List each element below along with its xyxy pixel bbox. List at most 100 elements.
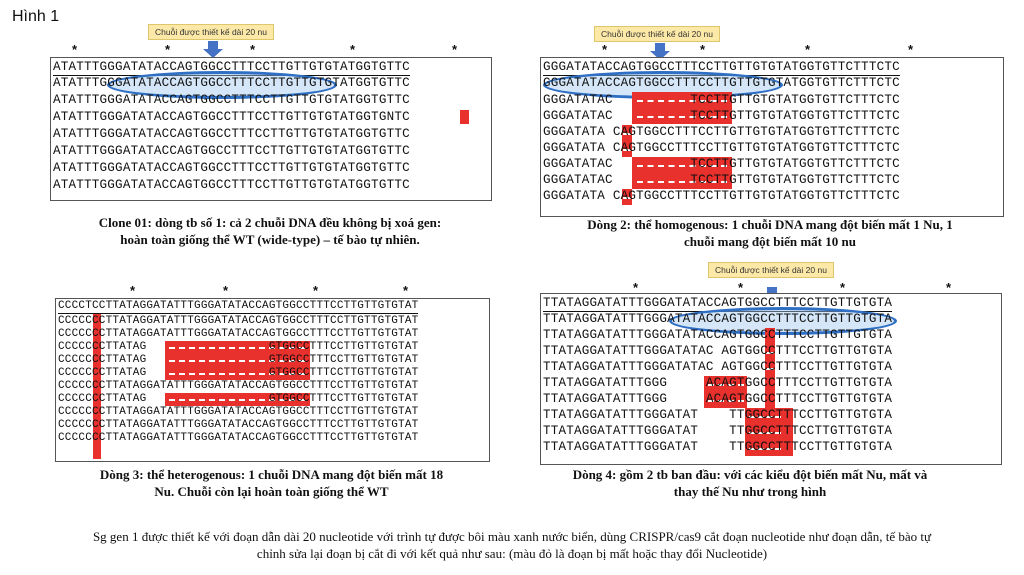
- marker-stars: * * * *: [540, 42, 1002, 57]
- sequence-row: GGGATATAC TCCTTGTTGTGTATGGTGTTCTTTCTC: [543, 93, 900, 107]
- substitution-mark: [765, 376, 775, 408]
- sequence-row: TTATAGGATATTTGGGATATACCAGTGGCCTTTCCTTGTT…: [543, 328, 893, 342]
- deletion-10nt: [632, 92, 732, 124]
- insertion-mark: [93, 314, 101, 459]
- sequence-row: TTATAGGATATTTGGG ACAGTGGCCTTTCCTTGTTGTGT…: [543, 392, 893, 406]
- sequence-alignment: GGGATATACCAGTGGCCTTTCCTTGTTGTGTATGGTGTTC…: [540, 57, 1004, 217]
- star-marker: *: [452, 42, 458, 57]
- sequence-row: CCCCCCCTTATAGGATATTTGGGATATACCAGTGGCCTTT…: [58, 419, 419, 431]
- sequence-row: ATATTTGGGATATACCAGTGGCCTTTCCTTGTTGTGTATG…: [53, 178, 410, 192]
- sequence-row: CCCCCCCTTATAGGATATTTGGGATATACCAGTGGCCTTT…: [58, 328, 419, 340]
- star-marker: *: [805, 42, 811, 57]
- sequence-row: CCCCCCCTTATAG GTGGCCTTTCCTTGTTGTGTAT: [58, 341, 419, 353]
- deletion-dash: [623, 197, 631, 199]
- deletion-dash: [749, 432, 781, 434]
- deletion-dash: [708, 400, 744, 402]
- star-marker: *: [700, 42, 706, 57]
- sequence-alignment: TTATAGGATATTTGGGATATACCAGTGGCCTTTCCTTGTT…: [540, 293, 1002, 465]
- star-marker: *: [633, 280, 639, 295]
- deletion-5nt: [704, 376, 747, 408]
- star-marker: *: [738, 280, 744, 295]
- panel-caption: Dòng 2: thể homogenous: 1 chuỗi DNA mang…: [530, 216, 1010, 250]
- deletion-dash: [766, 368, 774, 370]
- sequence-row: TTATAGGATATTTGGG ACAGTGGCCTTTCCTTGTTGTGT…: [543, 376, 893, 390]
- sequence-row: CCCCCCCTTATAGGATATTTGGGATATACCAGTGGCCTTT…: [58, 315, 419, 327]
- caption-line: Dòng 3: thể heterogenous: 1 chuỗi DNA ma…: [99, 467, 444, 482]
- panel-line-2: Chuỗi được thiết kế dài 20 nu * * * * GG…: [540, 24, 1004, 254]
- star-marker: *: [130, 283, 136, 298]
- marker-stars: * * * *: [55, 283, 488, 298]
- caption-line: Dòng 4: gồm 2 tb ban đầu: với các kiểu đ…: [572, 467, 928, 482]
- sequence-row: CCCCCCCTTATAGGATATTTGGGATATACCAGTGGCCTTT…: [58, 432, 419, 444]
- substitution-mark: [460, 110, 469, 124]
- marker-stars: * * * * *: [50, 42, 490, 57]
- guide-length-callout: Chuỗi được thiết kế dài 20 nu: [708, 262, 834, 278]
- sequence-row: ATATTTGGGATATACCAGTGGCCTTTCCTTGTTGTGTATG…: [53, 127, 410, 141]
- guide-rna-highlight: [107, 71, 337, 99]
- footer-line: chỉnh sửa lại đoạn bị cắt đi với kết quả…: [256, 546, 768, 561]
- caption-line: Nu. Chuỗi còn lại hoàn toàn giống thể WT: [154, 484, 389, 499]
- sequence-row: GGGATATAC TCCTTGTTGTGTATGGTGTTCTTTCTC: [543, 109, 900, 123]
- star-marker: *: [223, 283, 229, 298]
- deletion-dash: [169, 347, 305, 349]
- panel-line-3: * * * * CCCCTCCTTATAGGATATTTGGGATATACCAG…: [55, 280, 490, 505]
- deletion-dash: [749, 416, 781, 418]
- sequence-row: TTATAGGATATTTGGGATAT TTGGCCTTTCCTTGTTGTG…: [543, 440, 893, 454]
- deletion-dash: [623, 149, 631, 151]
- star-marker: *: [403, 283, 409, 298]
- deletion-dash: [637, 165, 727, 167]
- sequence-row: GGGATATAC TCCTTGTTGTGTATGGTGTTCTTTCTC: [543, 173, 900, 187]
- caption-line: thay thế Nu như trong hình: [673, 484, 827, 499]
- star-marker: *: [908, 42, 914, 57]
- deletion-dash: [637, 181, 727, 183]
- panel-line-4: Chuỗi được thiết kế dài 20 nu * * * * TT…: [540, 262, 1002, 507]
- sequence-row: GGGATATA CAGTGGCCTTTCCTTGTTGTGTATGGTGTTC…: [543, 189, 900, 203]
- deletion-dash: [623, 133, 631, 135]
- deletion-dash: [766, 352, 774, 354]
- marker-stars: * * * *: [540, 280, 1000, 295]
- cut-site-arrow-icon: [208, 41, 218, 49]
- sequence-row: ATATTTGGGATATACCAGTGGCCTTTCCTTGTTGTGTATG…: [53, 76, 410, 90]
- sequence-row: GGGATATACCAGTGGCCTTTCCTTGTTGTGTATGGTGTTC…: [543, 76, 900, 90]
- cut-site-arrow-icon: [655, 43, 665, 51]
- sequence-row: TTATAGGATATTTGGGATATACCAGTGGCCTTTCCTTGTT…: [543, 312, 893, 326]
- deletion-dash: [708, 384, 744, 386]
- panel-caption: Dòng 3: thể heterogenous: 1 chuỗi DNA ma…: [35, 466, 508, 500]
- deletion-dash: [169, 360, 305, 362]
- star-marker: *: [602, 42, 608, 57]
- guide-rna-highlight: [669, 307, 897, 335]
- star-marker: *: [250, 42, 256, 57]
- cut-site-arrowhead-icon: [650, 51, 670, 60]
- star-marker: *: [946, 280, 952, 295]
- deletion-dash: [169, 399, 305, 401]
- deletion-dash: [169, 373, 305, 375]
- panel-caption: Clone 01: dòng tb số 1: cả 2 chuỗi DNA đ…: [20, 214, 520, 248]
- sequence-row: TTATAGGATATTTGGGATATAC AGTGGCCTTTCCTTGTT…: [543, 360, 893, 374]
- sequence-row: GGGATATA CAGTGGCCTTTCCTTGTTGTGTATGGTGTTC…: [543, 125, 900, 139]
- guide-length-callout: Chuỗi được thiết kế dài 20 nu: [594, 26, 720, 42]
- guide-length-callout: Chuỗi được thiết kế dài 20 nu: [148, 24, 274, 40]
- deletion-dash: [749, 448, 781, 450]
- figure-footer: Sg gen 1 được thiết kế với đoạn dẫn dài …: [20, 528, 1004, 562]
- sequence-row: ATATTTGGGATATACCAGTGGCCTTTCCTTGTTGTGTATG…: [53, 161, 410, 175]
- deletion-dash: [637, 100, 727, 102]
- sequence-alignment: CCCCTCCTTATAGGATATTTGGGATATACCAGTGGCCTTT…: [55, 298, 490, 462]
- sequence-row: TTATAGGATATTTGGGATAT TTGGCCTTTCCTTGTTGTG…: [543, 424, 893, 438]
- star-marker: *: [165, 42, 171, 57]
- caption-line: hoàn toàn giống thể WT (wide-type) – tế …: [120, 232, 420, 247]
- sequence-row: ATATTTGGGATATACCAGTGGCCTTTCCTTGTTGTGTATG…: [53, 93, 410, 107]
- sequence-row: CCCCCCCTTATAGGATATTTGGGATATACCAGTGGCCTTT…: [58, 406, 419, 418]
- sequence-row: CCCCCCCTTATAGGATATTTGGGATATACCAGTGGCCTTT…: [58, 380, 419, 392]
- figure-title: Hình 1: [12, 8, 60, 25]
- deletion-10nt: [632, 157, 732, 189]
- panel-clone-1: Chuỗi được thiết kế dài 20 nu * * * * * …: [50, 24, 492, 254]
- sequence-row: ATATTTGGGATATACCAGTGGCCTTTCCTTGTTGTGTATG…: [53, 144, 410, 158]
- cut-site-arrow-icon: [767, 287, 777, 295]
- star-marker: *: [840, 280, 846, 295]
- sequence-alignment: ATATTTGGGATATACCAGTGGCCTTTCCTTGTTGTGTATG…: [50, 57, 492, 201]
- deletion-dash: [637, 116, 727, 118]
- reference-sequence: CCCCTCCTTATAGGATATTTGGGATATACCAGTGGCCTTT…: [58, 300, 419, 314]
- sequence-row: TTATAGGATATTTGGGATATAC AGTGGCCTTTCCTTGTT…: [543, 344, 893, 358]
- sequence-row: GGGATATA CAGTGGCCTTTCCTTGTTGTGTATGGTGTTC…: [543, 141, 900, 155]
- deletion-1nt: [765, 328, 775, 360]
